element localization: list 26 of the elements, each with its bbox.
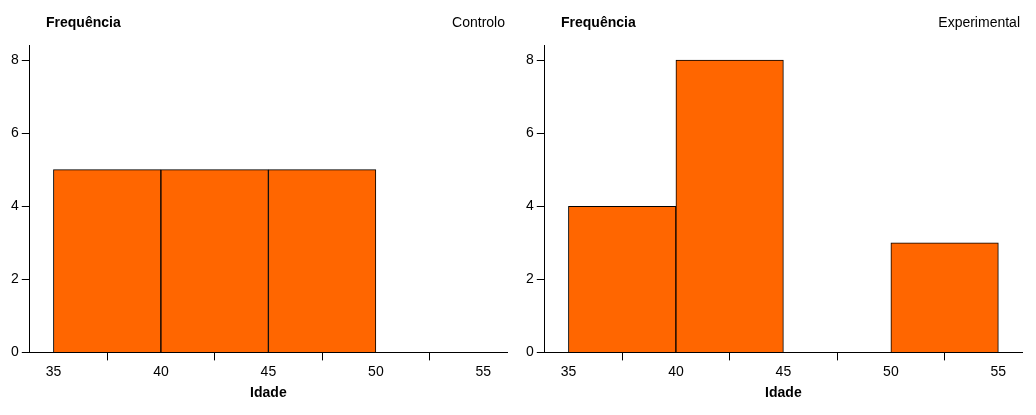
x-tick-label: 55 [990, 362, 1007, 379]
chart-title: Controlo [452, 14, 505, 32]
y-tick-label: 4 [525, 197, 534, 214]
y-tick-label: 2 [10, 270, 19, 287]
y-axis-title: Frequência [561, 14, 636, 32]
x-tick-label: 35 [560, 362, 577, 379]
x-tick-label: 50 [368, 362, 384, 379]
x-axis-title: Idade [250, 384, 287, 401]
x-tick-label: 40 [668, 362, 684, 379]
x-tick-label: 45 [775, 362, 792, 379]
chart-title: Experimental [938, 14, 1020, 32]
y-tick-label: 6 [10, 123, 19, 140]
y-tick-label: 6 [525, 123, 534, 140]
y-tick-label: 0 [525, 343, 534, 360]
x-tick-label: 35 [45, 362, 62, 379]
x-tick-label: 50 [883, 362, 899, 379]
y-tick-label: 2 [525, 270, 534, 287]
y-tick-label: 8 [525, 50, 534, 67]
x-axis-title: Idade [765, 384, 802, 401]
x-tick-label: 55 [475, 362, 492, 379]
y-tick-label: 8 [10, 50, 19, 67]
y-tick-label: 0 [10, 343, 19, 360]
x-tick-label: 45 [260, 362, 277, 379]
y-axis-title: Frequência [46, 14, 121, 32]
x-tick-label: 40 [153, 362, 169, 379]
y-tick-label: 4 [10, 197, 19, 214]
